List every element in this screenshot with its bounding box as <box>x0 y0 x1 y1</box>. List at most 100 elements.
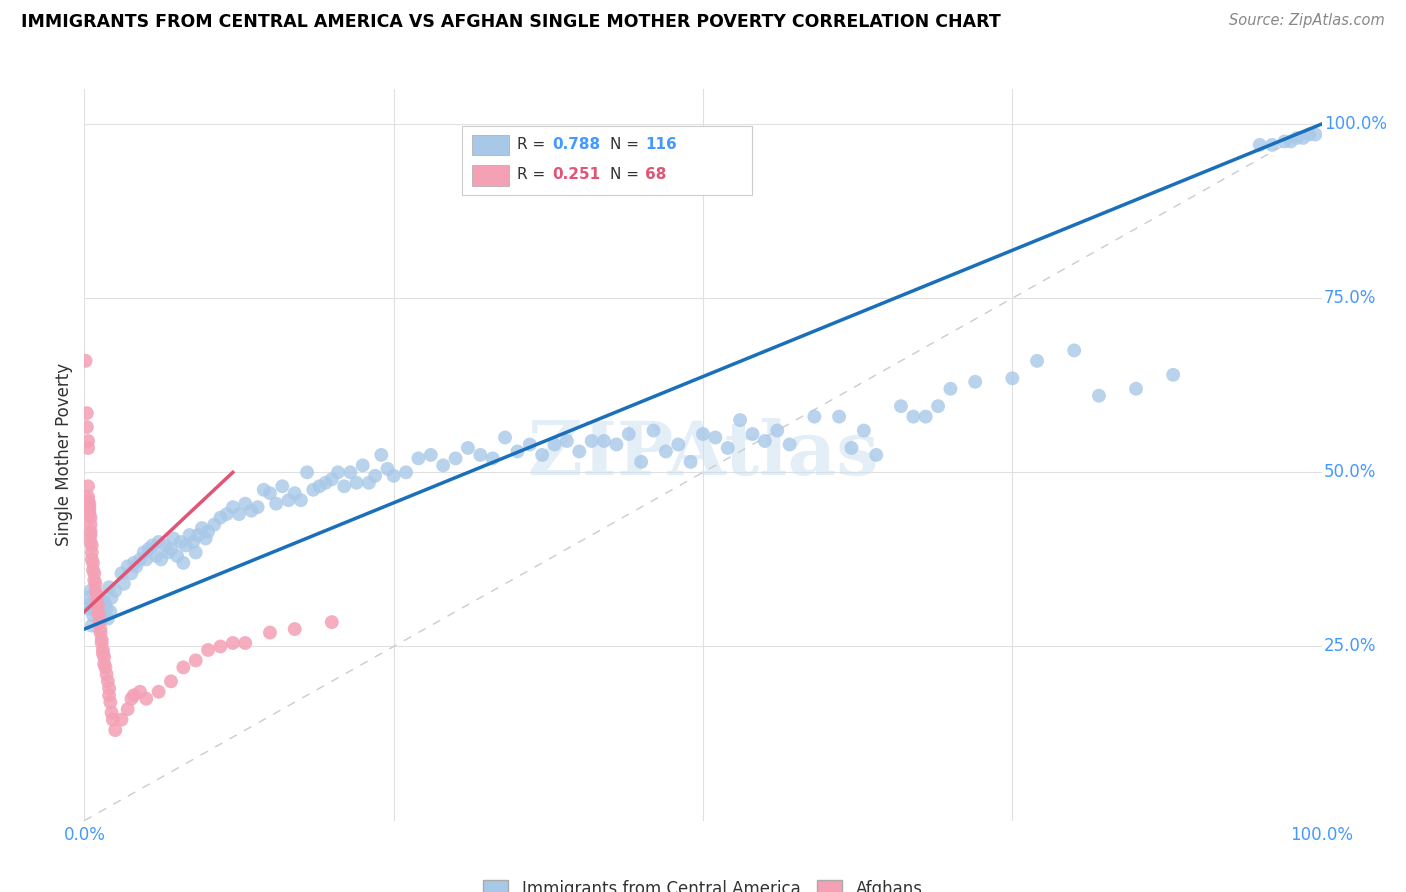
Point <box>246 500 269 515</box>
Point <box>222 636 245 650</box>
Point <box>89 615 111 629</box>
Point <box>519 437 541 451</box>
Point <box>86 594 108 608</box>
Point <box>84 576 107 591</box>
Point <box>717 441 740 455</box>
Point <box>79 507 101 521</box>
Point <box>617 427 640 442</box>
Point <box>97 674 120 689</box>
Point <box>228 507 250 521</box>
Point <box>315 475 337 490</box>
Text: 0.251: 0.251 <box>553 168 600 182</box>
Point <box>122 556 145 570</box>
Point <box>543 437 565 451</box>
Point <box>76 420 98 434</box>
Point <box>321 615 343 629</box>
Point <box>233 497 256 511</box>
Point <box>1125 382 1147 396</box>
Point <box>79 583 101 598</box>
Point <box>93 649 115 664</box>
Point <box>382 468 405 483</box>
Point <box>96 667 118 681</box>
Point <box>75 354 97 368</box>
Point <box>98 688 121 702</box>
Point <box>1279 135 1302 149</box>
Point <box>110 566 132 581</box>
Point <box>150 552 173 566</box>
Point <box>284 486 307 500</box>
Point <box>79 510 101 524</box>
Point <box>346 475 368 490</box>
Point <box>148 535 170 549</box>
Point <box>77 479 100 493</box>
Point <box>494 430 516 444</box>
Point <box>172 556 194 570</box>
Point <box>333 479 356 493</box>
Point <box>160 674 183 689</box>
Point <box>79 528 101 542</box>
Point <box>1088 389 1111 403</box>
Point <box>141 539 163 553</box>
Point <box>903 409 925 424</box>
Point <box>506 444 529 458</box>
Point <box>135 552 157 566</box>
Point <box>326 466 349 480</box>
Point <box>395 466 418 480</box>
Point <box>79 598 101 612</box>
Point <box>101 713 124 727</box>
Point <box>129 685 152 699</box>
Point <box>89 625 111 640</box>
Point <box>100 591 122 605</box>
Point <box>828 409 851 424</box>
Point <box>339 466 361 480</box>
Point <box>166 549 188 563</box>
Point <box>408 451 430 466</box>
Point <box>1249 137 1271 152</box>
Point <box>77 490 100 504</box>
Point <box>96 601 118 615</box>
Point <box>77 434 100 448</box>
Point <box>160 541 183 556</box>
Point <box>927 399 949 413</box>
Point <box>308 479 330 493</box>
Point <box>77 591 100 605</box>
Point <box>120 566 142 581</box>
Point <box>84 583 107 598</box>
Point <box>803 409 825 424</box>
Point <box>112 576 135 591</box>
Point <box>129 552 152 566</box>
Point <box>531 448 554 462</box>
Point <box>125 559 148 574</box>
Point <box>76 406 98 420</box>
Point <box>91 612 114 626</box>
Point <box>679 455 702 469</box>
Text: Source: ZipAtlas.com: Source: ZipAtlas.com <box>1229 13 1385 29</box>
Point <box>1305 128 1327 142</box>
Point <box>215 507 238 521</box>
Point <box>83 566 105 581</box>
Point <box>271 479 294 493</box>
Point <box>87 605 110 619</box>
Point <box>93 594 115 608</box>
Point <box>202 517 225 532</box>
Point <box>132 545 155 559</box>
Point <box>197 643 219 657</box>
Point <box>605 437 627 451</box>
Text: 68: 68 <box>645 168 666 182</box>
Point <box>939 382 962 396</box>
Point <box>865 448 887 462</box>
Point <box>90 632 112 647</box>
Point <box>290 493 312 508</box>
Point <box>295 466 318 480</box>
Text: 25.0%: 25.0% <box>1324 638 1376 656</box>
Point <box>82 608 104 623</box>
Point <box>138 541 160 556</box>
Point <box>80 545 103 559</box>
Point <box>240 503 263 517</box>
Point <box>666 437 689 451</box>
Point <box>1001 371 1024 385</box>
Point <box>741 427 763 442</box>
Point <box>692 427 714 442</box>
Point <box>90 601 112 615</box>
Point <box>179 528 201 542</box>
